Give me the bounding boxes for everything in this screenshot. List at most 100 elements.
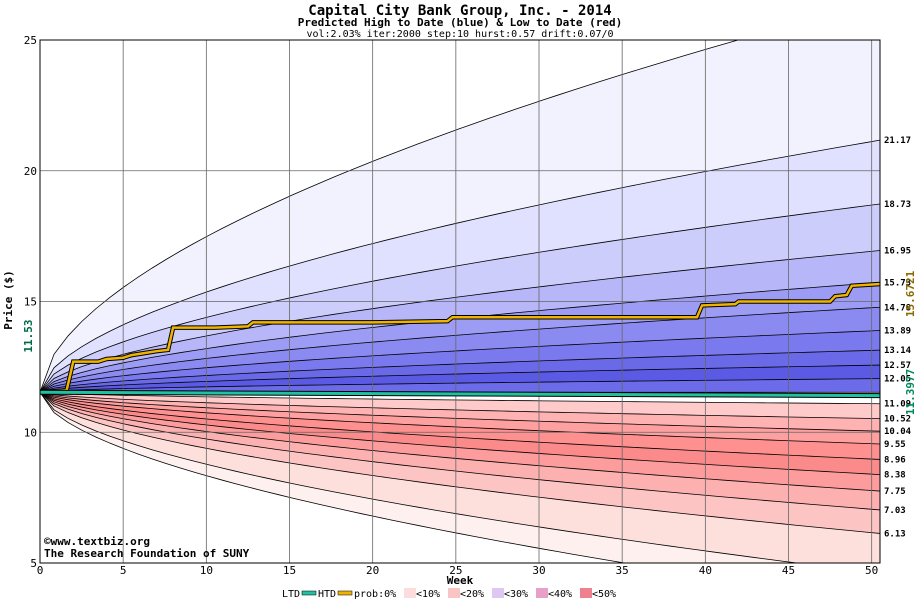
y-tick-label: 15 [24, 296, 37, 309]
chart-subtitle: Predicted High to Date (blue) & Low to D… [298, 16, 623, 29]
x-tick-label: 40 [699, 564, 712, 577]
x-tick-label: 35 [616, 564, 629, 577]
ltd-line [39, 390, 881, 398]
band-end-label: 10.52 [884, 415, 911, 425]
legend-ltd-swatch [301, 590, 317, 596]
band-boundary [40, 391, 880, 445]
low-band [40, 392, 880, 419]
start-price-label: 11.53 [22, 319, 35, 352]
ltd-end-label: 11.3977 [904, 369, 917, 415]
band-end-label: 14.78 [884, 303, 911, 313]
y-tick-label: 20 [24, 165, 37, 178]
legend-ltd-label: LTD [282, 589, 300, 600]
band-end-label: 12.57 [884, 361, 911, 371]
band-end-label: 11.09 [884, 400, 911, 410]
band-end-label: 13.14 [884, 346, 912, 356]
legend-item-label: <20% [460, 589, 484, 600]
plot-frame [39, 39, 881, 564]
high-band [40, 350, 880, 393]
credit-line-2: The Research Foundation of SUNY [44, 547, 250, 560]
low-band [40, 392, 880, 475]
low-band [40, 392, 880, 563]
credit-line-1: ©www.textbiz.org [44, 535, 150, 548]
band-boundary [40, 364, 880, 393]
band-boundary [40, 378, 880, 393]
legend-htd-swatch [337, 590, 353, 596]
x-tick-label: 15 [283, 564, 296, 577]
x-tick-label: 30 [532, 564, 545, 577]
chart-params: vol:2.03% iter:2000 step:10 hurst:0.57 d… [306, 29, 613, 40]
band-end-label: 10.04 [884, 427, 912, 437]
band-end-label: 12.05 [884, 375, 911, 385]
legend-item-label: <30% [504, 589, 528, 600]
band-end-labels: 21.17 18.73 16.95 15.73 14.78 13.89 13.14 12.57… [884, 136, 912, 539]
legend: LTD HTD prob:0% <10% <20% <30% <40% <50% [282, 588, 616, 600]
band-end-label: 6.13 [884, 529, 906, 539]
band-end-label: 21.17 [884, 136, 911, 146]
band-boundary [40, 392, 627, 563]
legend-item-label: <50% [592, 589, 616, 600]
legend-swatch [404, 588, 416, 598]
legend-prob-label: prob:0% [354, 589, 396, 600]
x-tick-label: 10 [200, 564, 213, 577]
htd-series [39, 281, 881, 395]
high-band [40, 365, 880, 393]
low-band [40, 392, 880, 492]
y-tick-label: 10 [24, 426, 37, 439]
y-tick-label: 5 [30, 557, 37, 570]
high-band [40, 140, 880, 393]
band-end-label: 16.95 [884, 247, 911, 257]
x-tick-label: 50 [865, 564, 878, 577]
x-tick-label: 5 [120, 564, 127, 577]
legend-swatch [492, 588, 504, 598]
legend-item-label: <10% [416, 589, 440, 600]
ltd-series [39, 389, 881, 399]
high-band [40, 330, 880, 393]
band-boundary [40, 306, 880, 393]
band-boundary [40, 203, 880, 393]
low-band [40, 392, 880, 510]
band-boundary [40, 349, 880, 393]
high-band [40, 307, 880, 393]
band-boundary [40, 391, 880, 492]
legend-swatch [536, 588, 548, 598]
htd-line [39, 282, 881, 394]
band-boundary [40, 391, 880, 534]
high-band [40, 378, 880, 393]
band-boundary [40, 391, 880, 511]
band-end-label: 7.03 [884, 506, 906, 516]
low-band [40, 392, 880, 432]
high-band [40, 282, 880, 393]
y-tick-label: 25 [24, 34, 37, 47]
band-end-label: 7.75 [884, 487, 906, 497]
band-end-label: 15.73 [884, 278, 911, 288]
band-end-label: 8.38 [884, 471, 906, 481]
high-band [40, 203, 880, 393]
legend-swatch [580, 588, 592, 598]
band-boundary [40, 391, 880, 460]
legend-swatch [448, 588, 460, 598]
band-boundary [40, 40, 740, 393]
x-tick-label: 20 [366, 564, 379, 577]
high-band [40, 250, 880, 393]
band-boundary [40, 330, 880, 393]
band-boundary [40, 391, 880, 420]
band-end-label: 8.96 [884, 455, 906, 465]
band-end-label: 13.89 [884, 327, 911, 337]
chart-title: Capital City Bank Group, Inc. - 2014 [308, 3, 611, 19]
low-band [40, 392, 880, 445]
band-end-label: 18.73 [884, 200, 911, 210]
band-end-label: 9.55 [884, 440, 906, 450]
band-boundary [40, 250, 880, 393]
x-tick-label: 0 [37, 564, 44, 577]
legend-htd-label: HTD [318, 589, 336, 600]
x-axis-label: Week [447, 574, 474, 587]
band-boundary [40, 391, 880, 405]
band-boundary [40, 391, 880, 432]
band-boundary [40, 391, 800, 563]
high-band [40, 40, 880, 393]
low-band [40, 392, 880, 534]
legend-item-label: <40% [548, 589, 572, 600]
y-axis-label: Price ($) [2, 270, 15, 330]
